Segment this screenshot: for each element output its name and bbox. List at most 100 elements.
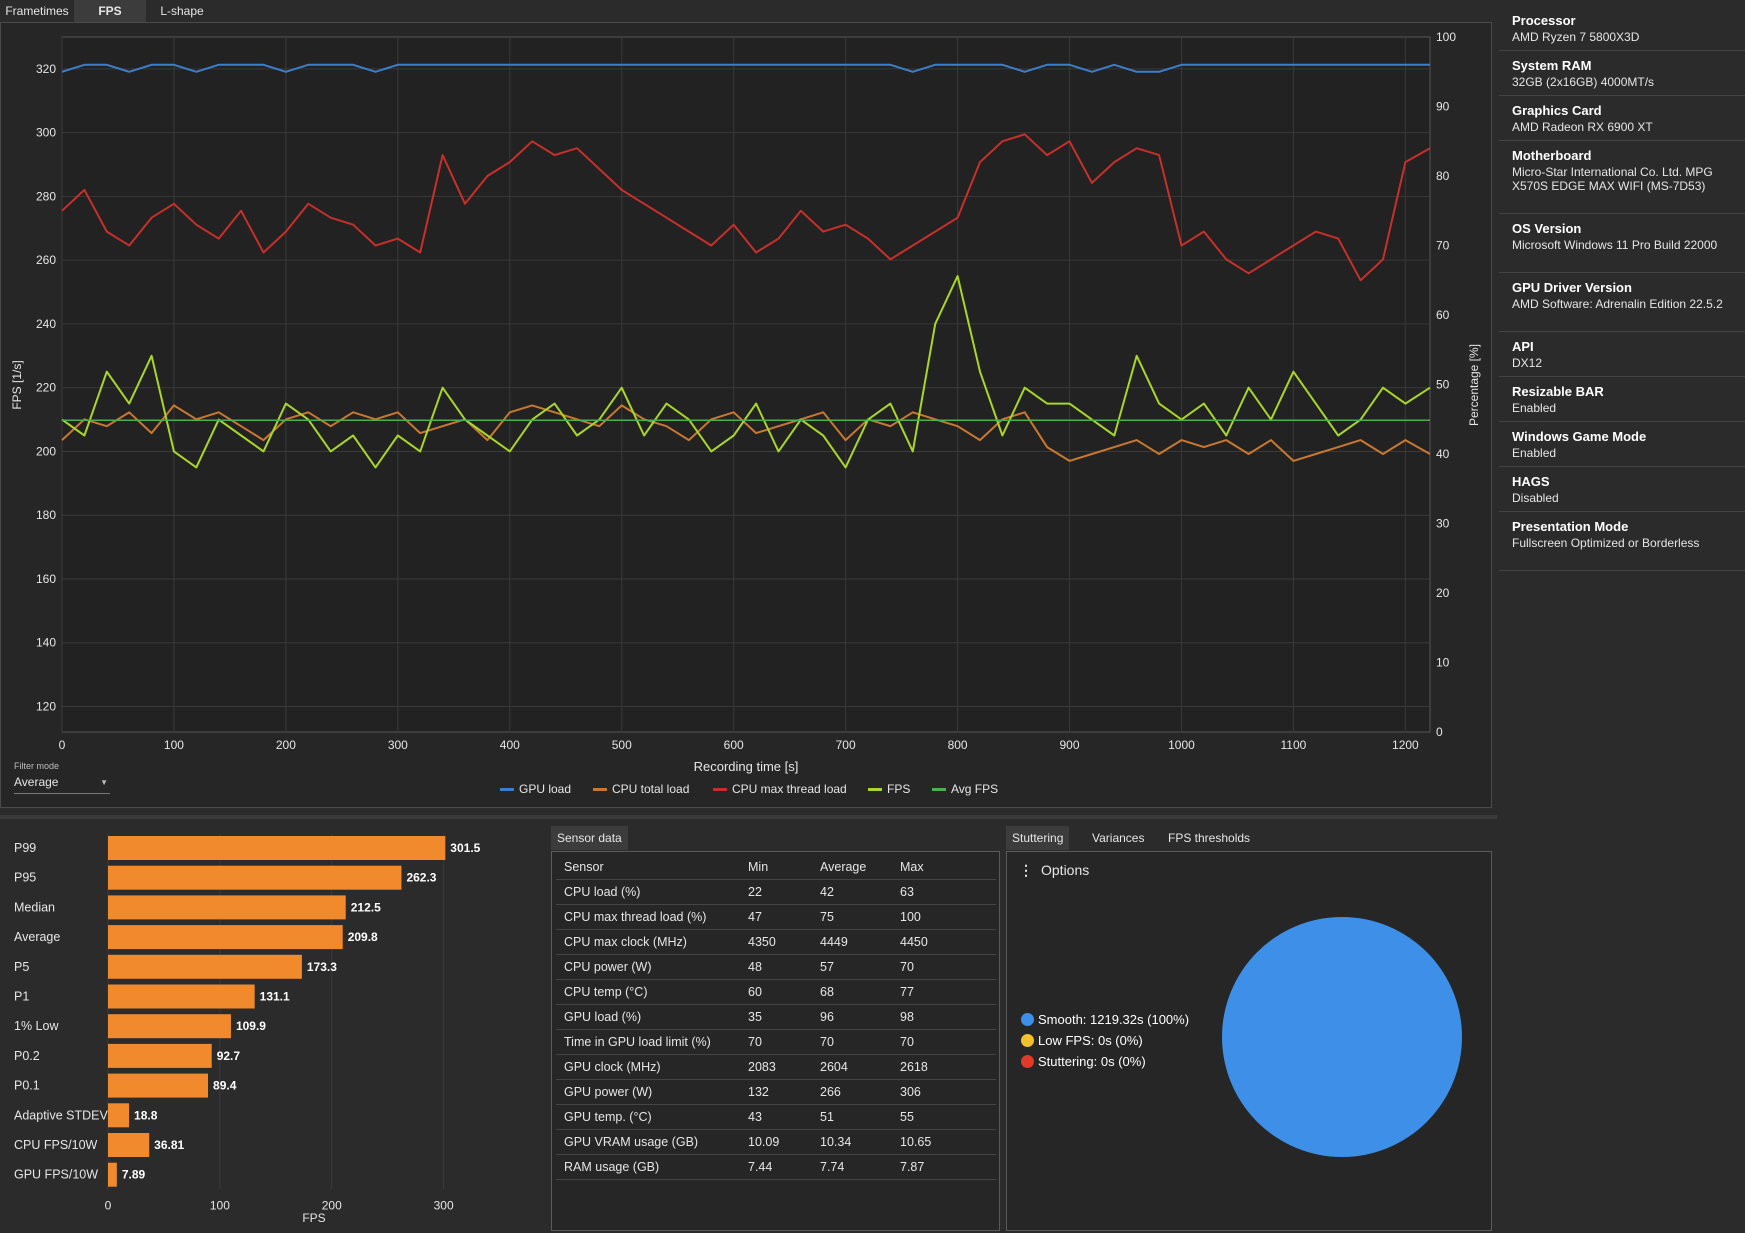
table-cell: 2604: [812, 1054, 892, 1080]
table-cell: 10.09: [740, 1129, 812, 1155]
table-row[interactable]: Time in GPU load limit (%) 70 70 70: [556, 1029, 996, 1055]
bar: [108, 836, 446, 860]
table-row[interactable]: CPU load (%) 22 42 63: [556, 879, 996, 905]
table-cell: 98: [892, 1004, 996, 1030]
bar-value-label: 109.9: [236, 1019, 266, 1033]
bar-value-label: 131.1: [260, 990, 290, 1004]
legend-cpu-total-load[interactable]: CPU total load: [593, 782, 689, 796]
table-row[interactable]: GPU load (%) 35 96 98: [556, 1004, 996, 1030]
table-row[interactable]: GPU temp. (°C) 43 51 55: [556, 1104, 996, 1130]
table-cell: CPU max thread load (%): [556, 904, 740, 930]
filter-mode-select[interactable]: Average ▼: [14, 775, 110, 794]
x-tick-label: 700: [836, 738, 856, 752]
x-tick-label: 500: [612, 738, 632, 752]
table-cell: 43: [740, 1104, 812, 1130]
y2-tick-label: 100: [1436, 30, 1456, 44]
y-tick-label: 300: [36, 126, 56, 140]
y-tick-label: 140: [36, 636, 56, 650]
bar-category-label: GPU FPS/10W: [14, 1168, 98, 1182]
system-info-label: Windows Game Mode: [1512, 429, 1647, 444]
bar-category-label: 1% Low: [14, 1019, 59, 1033]
system-info-label: API: [1512, 339, 1534, 354]
bar-x-tick-label: 300: [434, 1198, 454, 1212]
series-line-cpu-max-thread-load: [61, 133, 1431, 282]
system-info-value: AMD Ryzen 7 5800X3D: [1512, 30, 1640, 44]
legend-swatch: [868, 788, 882, 792]
table-cell: GPU VRAM usage (GB): [556, 1129, 740, 1155]
table-row[interactable]: CPU temp (°C) 60 68 77: [556, 979, 996, 1005]
table-row[interactable]: CPU max thread load (%) 47 75 100: [556, 904, 996, 930]
system-info-value: AMD Radeon RX 6900 XT: [1512, 120, 1653, 134]
table-cell: 7.44: [740, 1154, 812, 1180]
column-header-min[interactable]: Min: [740, 855, 812, 880]
y-tick-label: 200: [36, 444, 56, 458]
table-cell: 77: [892, 979, 996, 1005]
y2-tick-label: 20: [1436, 586, 1450, 600]
column-header-average[interactable]: Average: [812, 855, 892, 880]
x-tick-label: 400: [500, 738, 520, 752]
table-cell: 4350: [740, 929, 812, 955]
table-cell: 70: [892, 1029, 996, 1055]
tab-fps[interactable]: FPS: [74, 0, 146, 22]
system-info-panel: Processor AMD Ryzen 7 5800X3D System RAM 32…: [1499, 0, 1745, 1233]
table-row[interactable]: RAM usage (GB) 7.44 7.74 7.87: [556, 1154, 996, 1180]
table-row[interactable]: CPU max clock (MHz) 4350 4449 4450: [556, 929, 996, 955]
y2-tick-label: 0: [1436, 725, 1443, 739]
system-info-item: Resizable BAR Enabled: [1499, 377, 1745, 422]
legend-label: CPU max thread load: [732, 782, 847, 796]
system-info-item: Windows Game Mode Enabled: [1499, 422, 1745, 467]
legend-cpu-max-thread-load[interactable]: CPU max thread load: [713, 782, 847, 796]
system-info-label: GPU Driver Version: [1512, 280, 1632, 295]
system-info-label: Graphics Card: [1512, 103, 1602, 118]
table-row[interactable]: GPU power (W) 132 266 306: [556, 1079, 996, 1105]
table-cell: GPU load (%): [556, 1004, 740, 1030]
bar-value-label: 36.81: [154, 1138, 184, 1152]
system-info-value: Enabled: [1512, 401, 1557, 415]
table-cell: CPU load (%): [556, 879, 740, 905]
legend-fps[interactable]: FPS: [868, 782, 910, 796]
tab-stuttering[interactable]: Stuttering: [1006, 826, 1070, 850]
table-cell: 2618: [892, 1054, 996, 1080]
y2-tick-label: 10: [1436, 656, 1450, 670]
legend-dot: [1021, 1034, 1034, 1047]
legend-swatch: [500, 788, 514, 792]
legend-gpu-load[interactable]: GPU load: [500, 782, 571, 796]
bar-value-label: 92.7: [217, 1049, 241, 1063]
table-cell: 100: [892, 904, 996, 930]
legend-dot: [1021, 1013, 1034, 1026]
bar-value-label: 18.8: [134, 1108, 158, 1122]
bar-value-label: 262.3: [406, 871, 436, 885]
table-row[interactable]: CPU power (W) 48 57 70: [556, 954, 996, 980]
column-header-max[interactable]: Max: [892, 855, 996, 880]
table-cell: 35: [740, 1004, 812, 1030]
table-cell: 70: [740, 1029, 812, 1055]
options-button[interactable]: ⋮ Options: [1019, 862, 1089, 879]
system-info-item: Graphics Card AMD Radeon RX 6900 XT: [1499, 96, 1745, 141]
legend-avg-fps[interactable]: Avg FPS: [932, 782, 998, 796]
table-cell: 60: [740, 979, 812, 1005]
x-tick-label: 0: [59, 738, 66, 752]
sensor-data-panel: Sensor Min Average Max CPU load (%) 22 42 6…: [551, 851, 1000, 1231]
system-info-item: OS Version Microsoft Windows 11 Pro Build…: [1499, 214, 1745, 273]
bar: [108, 865, 402, 890]
bar-category-label: P95: [14, 871, 36, 885]
tab-sensor-data[interactable]: Sensor data: [551, 826, 628, 850]
system-info-item: Presentation Mode Fullscreen Optimized or…: [1499, 512, 1745, 571]
y-tick-label: 320: [36, 62, 56, 76]
tab-fps-thresholds[interactable]: FPS thresholds: [1168, 831, 1251, 845]
legend-swatch: [932, 788, 946, 792]
tab-frametimes[interactable]: Frametimes: [5, 4, 69, 18]
tab-l-shape[interactable]: L-shape: [160, 4, 204, 18]
system-info-value: Microsoft Windows 11 Pro Build 22000: [1512, 238, 1718, 252]
table-cell: 266: [812, 1079, 892, 1105]
bar: [108, 925, 343, 950]
table-row[interactable]: GPU clock (MHz) 2083 2604 2618: [556, 1054, 996, 1080]
tab-variances[interactable]: Variances: [1092, 831, 1145, 845]
table-cell: 70: [892, 954, 996, 980]
bar-category-label: Median: [14, 900, 55, 914]
table-cell: 68: [812, 979, 892, 1005]
y-axis-label: FPS [1/s]: [10, 360, 24, 409]
column-header-sensor[interactable]: Sensor: [556, 855, 740, 880]
pie-slice-smooth: [1222, 917, 1462, 1157]
table-row[interactable]: GPU VRAM usage (GB) 10.09 10.34 10.65: [556, 1129, 996, 1155]
